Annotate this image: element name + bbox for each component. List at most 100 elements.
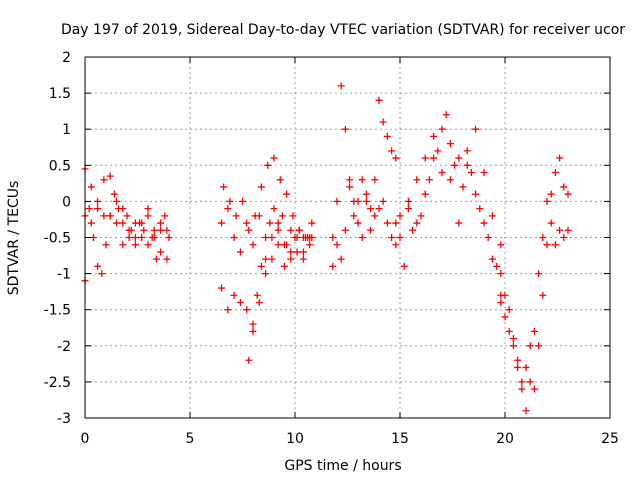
data-point: [119, 241, 127, 249]
data-point: [388, 147, 396, 155]
y-tick-label: 1.5: [49, 86, 71, 102]
y-tick-label: 0.5: [49, 158, 71, 174]
data-point: [484, 234, 492, 241]
data-point: [270, 154, 278, 162]
data-point: [293, 248, 301, 256]
data-point: [308, 219, 316, 227]
data-point: [488, 255, 496, 263]
data-point: [383, 219, 391, 227]
data-point: [281, 262, 288, 270]
data-point: [94, 205, 102, 213]
data-point: [243, 306, 251, 314]
data-point: [430, 132, 438, 140]
data-point: [371, 176, 379, 184]
data-point: [392, 219, 400, 227]
data-point: [262, 234, 270, 241]
data-point: [140, 226, 148, 234]
data-point: [230, 234, 238, 241]
data-point: [131, 219, 139, 227]
data-point: [472, 190, 480, 198]
data-point: [463, 161, 471, 169]
data-point: [150, 226, 158, 234]
data-point: [375, 96, 383, 104]
data-point: [350, 197, 358, 205]
data-point: [392, 154, 400, 162]
data-point: [551, 169, 559, 177]
data-point: [123, 212, 131, 220]
data-point: [119, 205, 127, 213]
data-point: [236, 298, 244, 306]
x-tick-label: 5: [186, 431, 195, 447]
data-point: [245, 356, 253, 364]
data-point: [245, 226, 253, 234]
data-point: [358, 176, 366, 184]
data-point: [87, 219, 95, 227]
data-point: [341, 125, 349, 133]
data-point: [522, 363, 530, 371]
data-point: [543, 197, 551, 205]
y-tick-label: -1: [57, 267, 71, 283]
y-tick-label: -1.5: [44, 303, 71, 319]
data-point: [337, 82, 345, 90]
data-point: [144, 241, 152, 249]
data-point: [535, 270, 543, 278]
data-point: [329, 234, 337, 241]
data-point: [488, 212, 496, 220]
data-point: [274, 241, 282, 249]
data-point: [218, 284, 225, 292]
data-point: [455, 219, 463, 227]
data-point: [106, 212, 114, 220]
data-point: [85, 205, 93, 213]
data-point: [152, 255, 160, 263]
data-point: [138, 219, 146, 227]
data-point: [476, 205, 484, 213]
data-point: [270, 205, 278, 213]
data-point: [501, 313, 509, 321]
data-point: [480, 219, 488, 227]
data-point: [560, 183, 568, 191]
data-point: [257, 183, 265, 191]
data-point: [243, 219, 251, 227]
x-tick-label: 20: [496, 431, 514, 447]
data-point: [509, 342, 517, 350]
data-point: [493, 262, 501, 270]
data-point: [289, 212, 297, 220]
data-point: [346, 176, 354, 184]
data-point: [102, 241, 110, 249]
data-point: [371, 212, 379, 220]
data-point: [268, 234, 276, 241]
data-point: [421, 190, 429, 198]
data-point: [283, 241, 291, 249]
data-point: [165, 234, 173, 241]
data-point: [421, 154, 429, 162]
data-point: [409, 226, 417, 234]
data-point: [157, 226, 165, 234]
data-point: [94, 197, 102, 205]
data-point: [404, 197, 412, 205]
data-point: [329, 262, 337, 270]
data-point: [526, 342, 534, 350]
data-point: [287, 226, 295, 234]
data-point: [556, 154, 564, 162]
data-point: [299, 248, 307, 256]
data-point: [535, 342, 543, 350]
data-point: [249, 241, 257, 249]
data-point: [514, 356, 522, 364]
data-point: [556, 226, 564, 234]
data-point: [144, 212, 152, 220]
data-point: [308, 234, 316, 241]
data-point: [278, 212, 286, 220]
y-tick-label: -2.5: [44, 375, 71, 391]
data-point: [144, 205, 152, 213]
data-points: [81, 82, 572, 415]
data-point: [346, 183, 354, 191]
x-axis-label: GPS time / hours: [284, 458, 401, 474]
data-point: [388, 234, 396, 241]
data-point: [255, 298, 263, 306]
data-point: [253, 291, 261, 299]
data-point: [163, 226, 171, 234]
data-point: [539, 234, 547, 241]
data-point: [543, 241, 551, 249]
data-point: [224, 205, 232, 213]
data-point: [396, 212, 404, 220]
